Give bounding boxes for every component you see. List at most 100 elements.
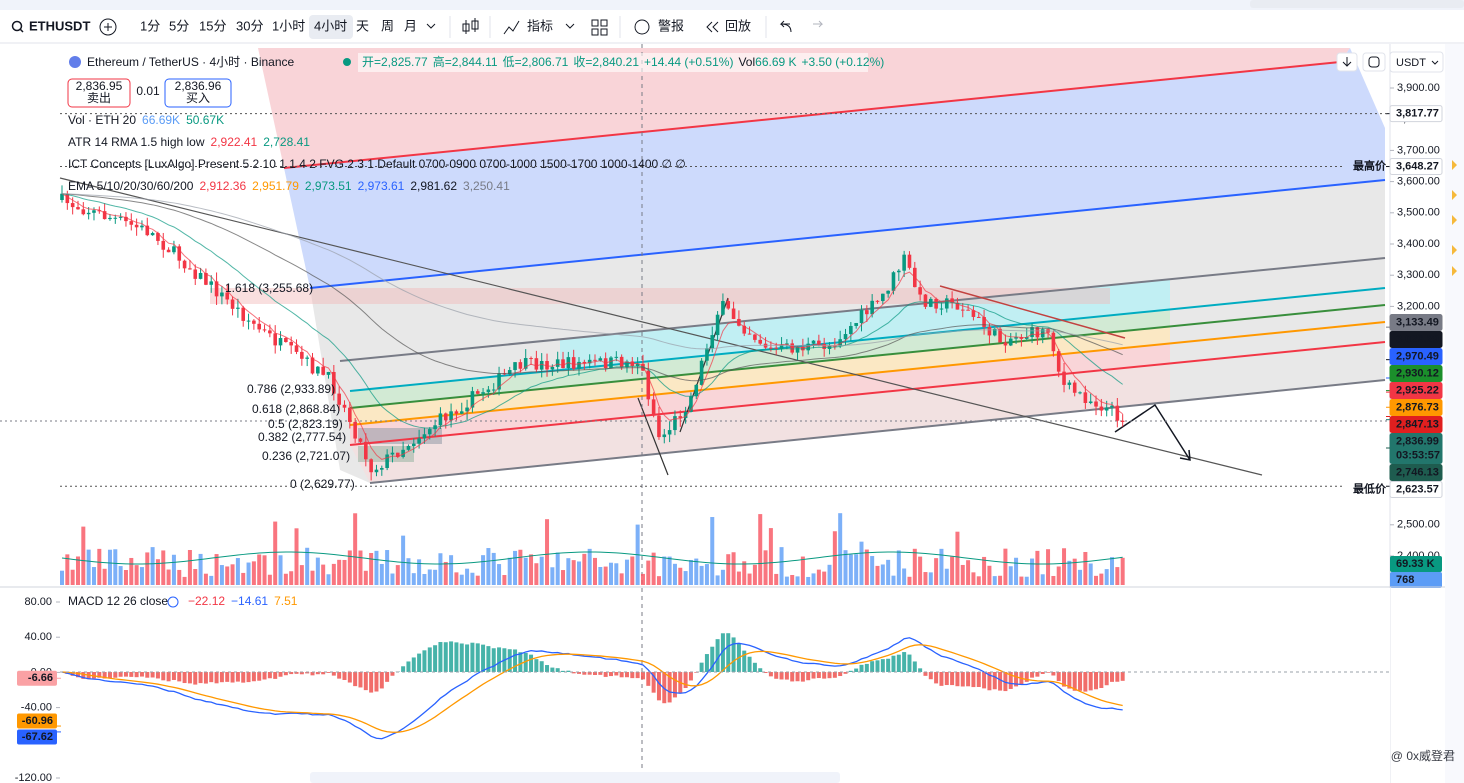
macd-hist <box>656 672 661 701</box>
macd-hist <box>545 665 550 672</box>
currency-button[interactable] <box>1389 51 1444 73</box>
sell-label[interactable]: 卖出 <box>87 91 111 105</box>
volume-bar <box>747 573 752 585</box>
macd-values: −22.12 −14.61 7.51 <box>188 594 298 608</box>
interval[interactable]: 5分 <box>169 18 189 33</box>
search-icon[interactable] <box>11 20 23 32</box>
indicators-icon[interactable] <box>503 20 520 35</box>
macd-hist <box>987 672 992 691</box>
price-tag <box>1389 158 1443 176</box>
volume-bar <box>1056 566 1061 585</box>
candle-body <box>278 338 283 346</box>
candle-body <box>838 339 842 346</box>
indicators-button[interactable]: 指标 <box>527 18 553 33</box>
layout-button[interactable] <box>1362 52 1386 72</box>
macd-hist <box>123 672 128 677</box>
chart-type-icon[interactable] <box>462 18 479 34</box>
indicator-name: ATR 14 RMA 1.5 high low <box>68 135 205 149</box>
volume-bar <box>1088 563 1093 585</box>
macd-hist <box>779 672 784 680</box>
macd-hist <box>912 661 917 672</box>
buy-button[interactable] <box>164 78 232 108</box>
macd-hist <box>267 672 272 679</box>
candle-body <box>944 298 949 309</box>
volume-bar <box>1120 557 1125 585</box>
candle-body <box>507 370 512 375</box>
macd-hist <box>443 642 448 672</box>
macd-hist <box>598 672 603 675</box>
candle-body <box>145 225 150 236</box>
compare-button[interactable] <box>99 18 117 36</box>
macd-hist <box>816 672 821 679</box>
replay-icon[interactable] <box>706 21 719 33</box>
candle-body <box>1035 327 1040 338</box>
interval[interactable]: 周 <box>381 18 394 33</box>
tag-prefix: 最低价 <box>1353 481 1387 495</box>
macd-tag <box>17 670 57 686</box>
macd-refresh-icon[interactable] <box>167 596 179 608</box>
buy-price[interactable]: 2,836.96 <box>175 79 222 93</box>
macd-hist <box>822 672 827 679</box>
candle-body <box>289 341 293 346</box>
volume-bar <box>470 572 475 585</box>
search-icon[interactable] <box>19 28 24 33</box>
volume-bar <box>539 556 544 585</box>
sell-price[interactable]: 2,836.95 <box>76 79 123 93</box>
volume-bar <box>427 569 432 585</box>
volume-bar <box>923 572 928 585</box>
interval[interactable]: 月 <box>404 18 417 33</box>
macd-hist <box>886 658 891 672</box>
volume-bar <box>966 560 971 585</box>
volume-bar <box>209 575 214 585</box>
macd-hist <box>459 643 464 672</box>
volume-bar <box>491 552 496 585</box>
currency[interactable]: USDT <box>1396 57 1426 69</box>
volume-bar <box>91 567 96 585</box>
interval[interactable]: 1小时 <box>272 18 305 33</box>
macd-hist <box>688 672 693 681</box>
buy-label[interactable]: 买入 <box>186 91 210 105</box>
volume-bar <box>198 553 203 585</box>
volume-tag <box>1390 572 1442 588</box>
interval[interactable]: 4小时 <box>314 18 347 33</box>
sidebar-markers[interactable] <box>1452 160 1457 276</box>
candle-body <box>1014 337 1018 339</box>
volume-bar <box>214 554 219 585</box>
interval[interactable]: 30分 <box>236 18 263 33</box>
price-tag <box>1389 464 1443 482</box>
macd-hist <box>337 672 342 679</box>
replay-button[interactable]: 回放 <box>725 18 751 33</box>
ema-line <box>61 193 1123 350</box>
low: 低=2,806.71 <box>503 55 569 69</box>
undo-button[interactable] <box>779 20 792 33</box>
sell-button[interactable] <box>67 78 131 108</box>
price-tag <box>1389 399 1443 417</box>
candle-body <box>427 429 432 435</box>
volume-bar <box>598 566 603 585</box>
indicators-dropdown[interactable] <box>565 23 575 29</box>
price-tag-label: 2,930.12 <box>1396 367 1439 379</box>
interval-dropdown[interactable] <box>426 23 436 29</box>
candle-body <box>395 452 400 457</box>
volume-bar <box>912 548 917 585</box>
drawing-toolbar[interactable] <box>310 772 840 783</box>
volume-bar <box>1051 575 1056 585</box>
volume-bar <box>219 565 224 585</box>
alert-icon[interactable] <box>634 19 650 35</box>
macd-hist <box>960 672 965 687</box>
interval[interactable]: 天 <box>356 18 369 33</box>
symbol[interactable]: ETHUSDT <box>29 18 90 33</box>
templates-icon[interactable] <box>591 19 608 36</box>
macd-value: −22.12 <box>188 594 225 608</box>
macd-tag <box>17 713 57 729</box>
interval[interactable]: 15分 <box>199 18 226 33</box>
volume-bar <box>944 568 949 585</box>
volume-bar <box>529 554 534 585</box>
macd-hist <box>1014 672 1019 687</box>
redo-button[interactable] <box>813 20 824 28</box>
macd-hist <box>529 654 534 672</box>
alert-button[interactable]: 警报 <box>658 18 684 33</box>
ema-line <box>61 193 1123 429</box>
candle-body <box>374 469 379 473</box>
interval[interactable]: 1分 <box>140 18 160 33</box>
